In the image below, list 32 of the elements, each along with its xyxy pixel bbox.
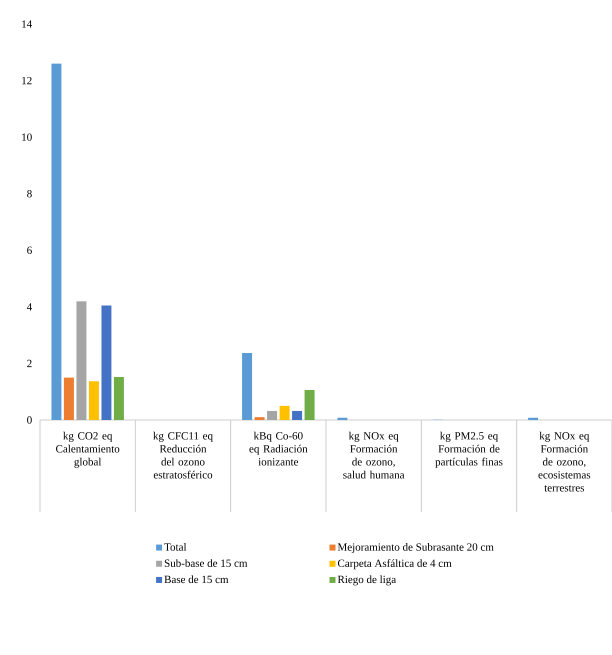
legend-label: Riego de liga bbox=[338, 575, 396, 586]
bar bbox=[292, 410, 302, 420]
bar bbox=[51, 64, 62, 420]
y-tick-label: 10 bbox=[22, 133, 32, 141]
y-tick-label: 4 bbox=[26, 303, 32, 310]
y-tick-label: 2 bbox=[27, 360, 32, 368]
legend-label: Sub-base de 15 cm bbox=[164, 559, 248, 567]
y-tick-label: 0 bbox=[27, 416, 32, 424]
bar bbox=[64, 378, 74, 420]
bar bbox=[280, 406, 290, 420]
x-tick-label: kg PM2.5 eq Formación de partículas finas bbox=[435, 432, 502, 468]
legend-label: Carpeta Asfáltica de 4 cm bbox=[338, 559, 452, 570]
legend-label: Base de 15 cm bbox=[164, 575, 228, 584]
bar bbox=[114, 377, 124, 420]
x-tick-label: kg CFC11 eq Reducción del ozono estratosférico bbox=[153, 432, 213, 479]
bar bbox=[101, 305, 112, 420]
bar bbox=[254, 417, 265, 420]
x-tick-label: kg NOx eq Formación de ozono, ecosistemas terrestres bbox=[538, 432, 590, 492]
legend-label: Mejoramiento de Subrasante 20 cm bbox=[338, 543, 494, 553]
y-tick-label: 12 bbox=[22, 76, 32, 84]
y-tick-label: 8 bbox=[27, 190, 32, 198]
bar bbox=[304, 390, 315, 420]
bar bbox=[267, 410, 278, 420]
x-tick-label: kg NOx eq Formación de ozono, salud humana bbox=[343, 432, 404, 479]
bar bbox=[76, 301, 86, 420]
y-tick-label: 14 bbox=[22, 20, 32, 28]
x-tick-label: kBq Co-60 eq Radiación ionizante bbox=[249, 432, 308, 466]
y-tick-label: 6 bbox=[27, 246, 32, 254]
bar bbox=[242, 352, 252, 420]
legend-label: Total bbox=[164, 543, 186, 551]
bar bbox=[88, 381, 99, 420]
x-tick-label: kg CO2 eq Calentamiento global bbox=[56, 432, 120, 468]
